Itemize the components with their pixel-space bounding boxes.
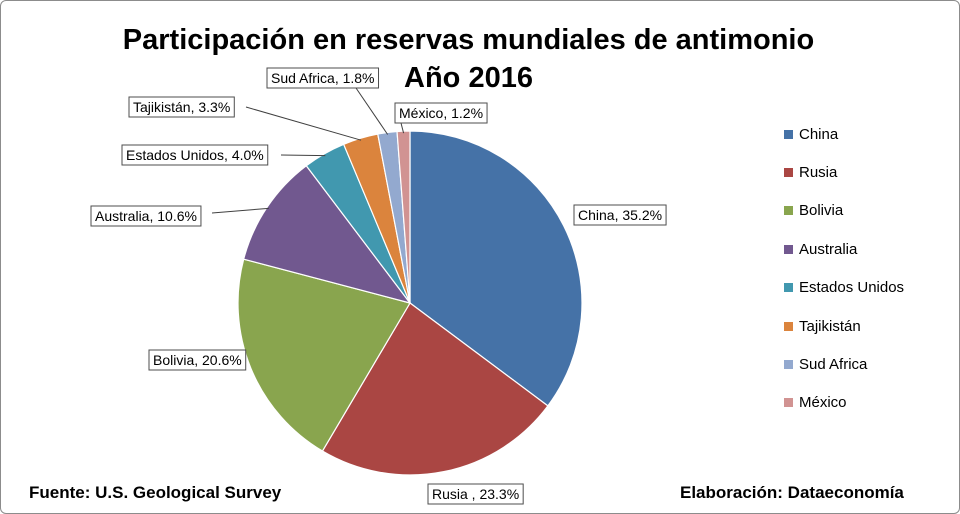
legend-item-china: China (784, 115, 954, 153)
legend-label: Bolivia (799, 202, 844, 220)
data-label-text-sud-africa: Sud Africa, 1.8% (271, 70, 375, 86)
legend-item-mexico: México (784, 384, 954, 422)
data-label-box-australia (90, 205, 202, 227)
legend-swatch (784, 206, 793, 216)
data-label-text-tajikistan: Tajikistán, 3.3% (133, 99, 230, 115)
legend-label: China (799, 125, 839, 143)
data-label-text-bolivia: Bolivia, 20.6% (153, 352, 242, 368)
data-label-bolivia: Bolivia, 20.6% (148, 349, 247, 371)
data-label-rusia: Rusia , 23.3% (427, 483, 524, 505)
slice-china (409, 130, 583, 407)
data-label-box-sud-africa (266, 67, 380, 89)
slice-australia (242, 164, 412, 305)
legend-label: Tajikistán (799, 317, 861, 335)
data-label-text-rusia: Rusia , 23.3% (432, 486, 519, 502)
data-label-box-tajikistan (128, 96, 235, 118)
legend-item-australia: Australia (784, 230, 954, 268)
slice-bolivia (237, 258, 411, 452)
data-label-sud-africa: Sud Africa, 1.8% (266, 67, 380, 89)
leader-lines (211, 87, 405, 214)
legend-item-sud-africa: Sud Africa (784, 345, 954, 383)
data-label-text-estados-unidos: Estados Unidos, 4.0% (126, 147, 264, 163)
pie-slices (237, 130, 583, 476)
legend-swatch (784, 244, 793, 254)
legend-item-tajikistan: Tajikistán (784, 307, 954, 345)
legend-swatch (784, 283, 793, 293)
legend: China Rusia Bolivia Australia Estados Unidos… (784, 115, 954, 422)
legend-item-rusia: Rusia (784, 153, 954, 191)
leader-sud-africa (355, 87, 389, 135)
data-label-text-australia: Australia, 10.6% (95, 208, 197, 224)
legend-item-bolivia: Bolivia (784, 192, 954, 230)
legend-item-estados-unidos: Estados Unidos (784, 269, 954, 307)
data-label-text-china: China, 35.2% (578, 207, 662, 223)
leader-australia (211, 207, 269, 214)
legend-label: Australia (799, 240, 858, 258)
data-label-box-bolivia (148, 349, 247, 371)
slice-rusia (321, 302, 549, 476)
data-label-box-mexico (394, 102, 488, 124)
data-label-text-mexico: México, 1.2% (399, 105, 483, 121)
data-label-mexico: México, 1.2% (394, 102, 488, 124)
legend-label: Rusia (799, 164, 838, 182)
legend-swatch (784, 168, 793, 178)
leader-estados-unidos (280, 154, 326, 157)
leader-mexico (400, 122, 405, 134)
chart-title-line-1: Participación en reservas mundiales de a… (122, 24, 815, 56)
legend-swatch (784, 321, 793, 331)
legend-label: México (799, 394, 847, 412)
data-label-box-rusia (427, 483, 524, 505)
leader-tajikistan (245, 106, 362, 141)
data-label-box-estados-unidos (121, 144, 269, 166)
data-label-china: China, 35.2% (573, 204, 667, 226)
data-label-australia: Australia, 10.6% (90, 205, 202, 227)
legend-label: Sud Africa (799, 356, 868, 374)
data-label-estados-unidos: Estados Unidos, 4.0% (121, 144, 269, 166)
credit-note: Elaboración: Dataeconomía (680, 483, 904, 502)
source-note: Fuente: U.S. Geological Survey (29, 483, 282, 502)
legend-label: Estados Unidos (799, 279, 905, 297)
legend-swatch (784, 129, 793, 139)
legend-swatch (784, 398, 793, 408)
chart-title: Participación en reservas mundiales de a… (1, 21, 936, 97)
data-labels: China, 35.2% Rusia , 23.3% Bolivia, 20.6% A… (90, 67, 667, 505)
legend-swatch (784, 360, 793, 370)
chart-title-line-2: Año 2016 (404, 62, 533, 94)
data-label-box-china (573, 204, 667, 226)
data-label-tajikistan: Tajikistán, 3.3% (128, 96, 235, 118)
